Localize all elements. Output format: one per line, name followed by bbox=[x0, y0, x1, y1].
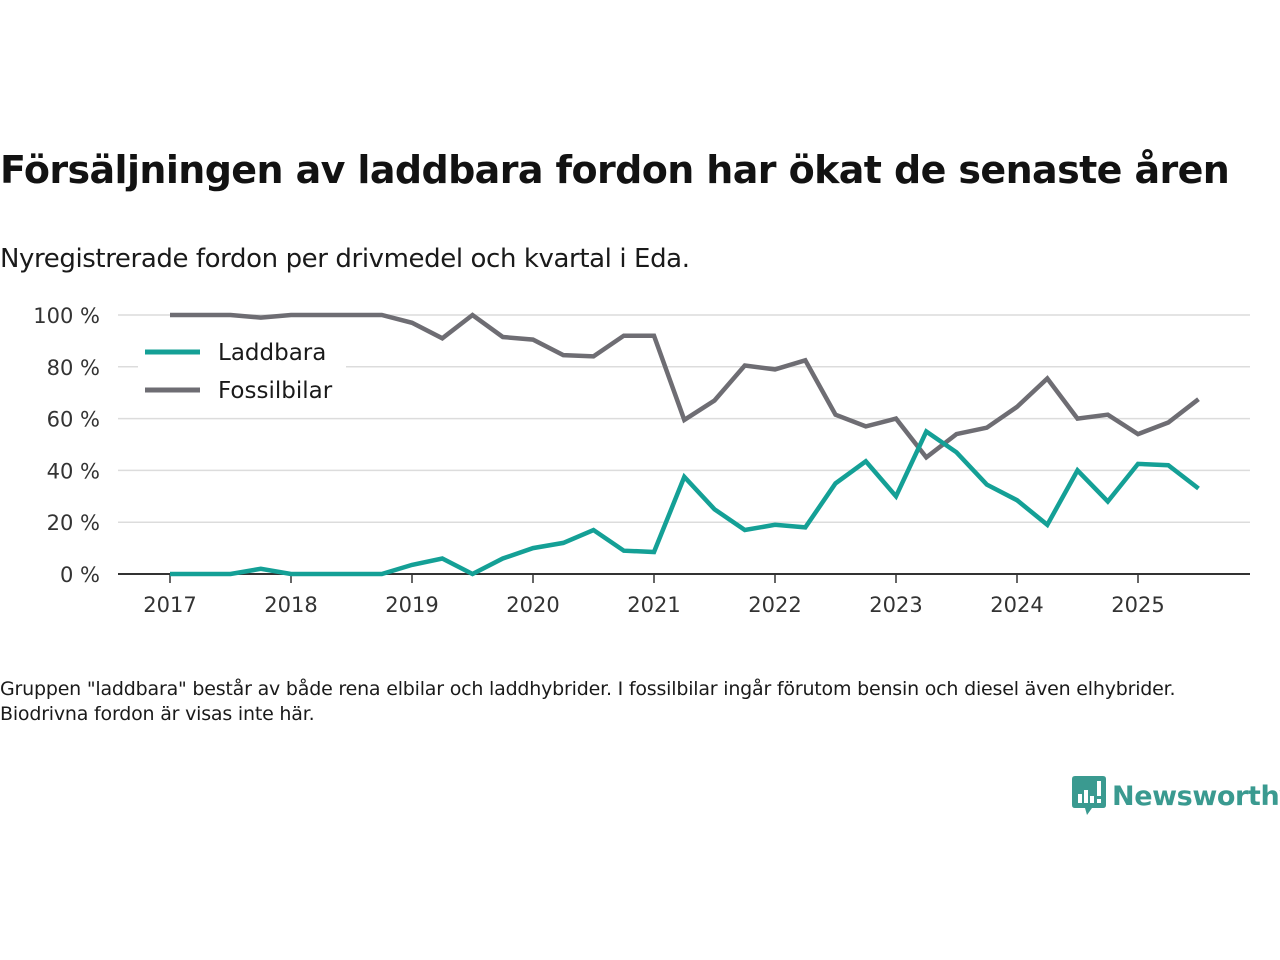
x-tick-label: 2024 bbox=[990, 593, 1043, 617]
series-line-fossilbilar bbox=[170, 312, 1200, 461]
legend: Laddbara Fossilbilar bbox=[138, 332, 346, 408]
x-tick-label: 2017 bbox=[143, 593, 196, 617]
brand-name: Newsworthy bbox=[1112, 780, 1280, 812]
series-line-laddbara bbox=[170, 428, 1200, 577]
y-tick-label: 100 % bbox=[33, 304, 100, 328]
x-tick-label: 2018 bbox=[264, 593, 317, 617]
y-tick-label: 20 % bbox=[47, 511, 100, 535]
y-tick-label: 80 % bbox=[47, 356, 100, 380]
x-tick-label: 2023 bbox=[869, 593, 922, 617]
x-tick-label: 2025 bbox=[1111, 593, 1164, 617]
legend-label-fossilbilar: Fossilbilar bbox=[218, 378, 333, 404]
x-tick-label: 2019 bbox=[385, 593, 438, 617]
x-tick-label: 2022 bbox=[748, 593, 801, 617]
x-tick-label: 2020 bbox=[506, 593, 559, 617]
x-axis: 2017 2018 2019 2020 2021 2022 2023 2024 2025 bbox=[118, 573, 1250, 617]
series-lines bbox=[170, 312, 1200, 577]
chart-title: Försäljningen av laddbara fordon har öka… bbox=[0, 148, 1230, 192]
x-tick-label: 2021 bbox=[627, 593, 680, 617]
footnote: Gruppen "laddbara" består av både rena e… bbox=[0, 678, 1176, 725]
y-tick-label: 60 % bbox=[47, 408, 100, 432]
y-axis-ticks: 0 % 20 % 40 % 60 % 80 % 100 % bbox=[33, 304, 100, 587]
y-tick-label: 0 % bbox=[60, 563, 100, 587]
legend-background bbox=[138, 332, 346, 408]
legend-label-laddbara: Laddbara bbox=[218, 340, 326, 366]
newsworthy-logo: Newsworthy bbox=[1072, 776, 1280, 816]
newsworthy-chart-bubble-icon bbox=[1072, 776, 1106, 815]
y-tick-label: 40 % bbox=[47, 459, 100, 483]
chart-subtitle: Nyregistrerade fordon per drivmedel och … bbox=[0, 244, 690, 274]
line-chart: 0 % 20 % 40 % 60 % 80 % 100 % 2017 2018 2019 202… bbox=[33, 304, 1250, 617]
